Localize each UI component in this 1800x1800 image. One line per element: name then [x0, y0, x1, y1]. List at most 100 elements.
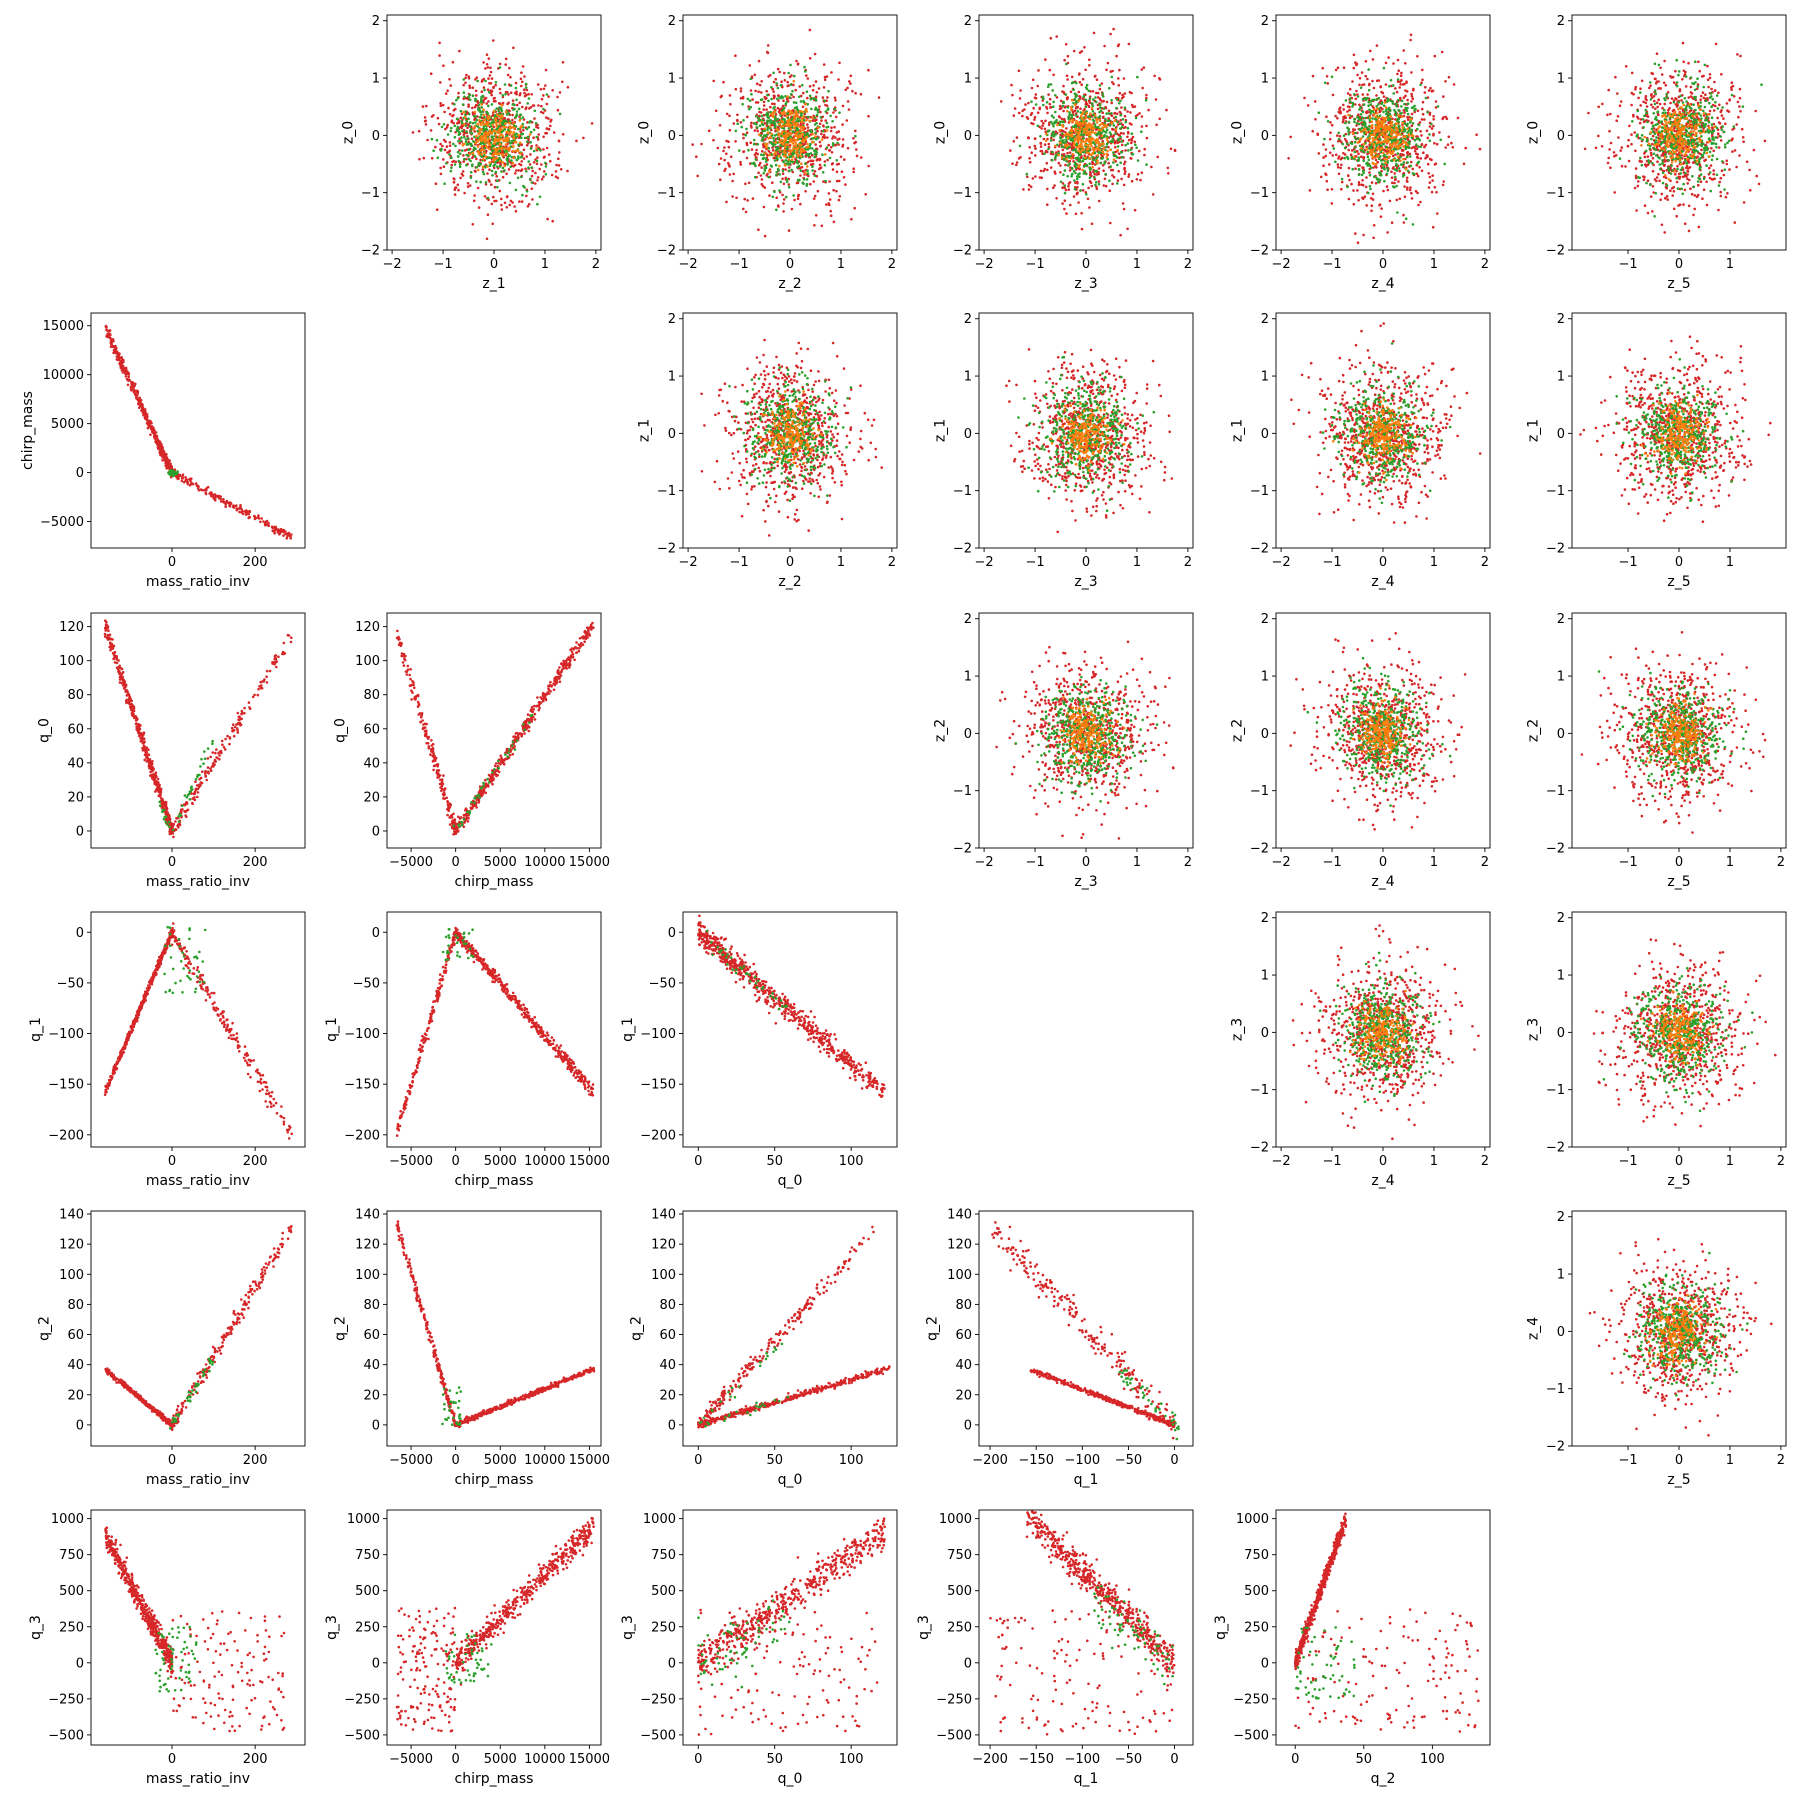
- data-point-orange: [1091, 131, 1094, 134]
- data-point-red: [806, 129, 810, 132]
- data-point-green: [480, 155, 484, 159]
- data-point-red: [1102, 99, 1105, 103]
- data-point-green: [1093, 123, 1097, 126]
- data-point-orange: [485, 131, 488, 135]
- data-point-green: [776, 167, 780, 171]
- data-point-red: [1444, 115, 1447, 119]
- data-point-green: [1063, 169, 1067, 172]
- data-point-orange: [1112, 158, 1116, 161]
- data-point-red: [1403, 195, 1407, 198]
- data-point-red: [830, 71, 833, 74]
- data-point-orange: [1098, 148, 1102, 152]
- data-point-red: [811, 159, 815, 163]
- data-point-red: [498, 62, 502, 66]
- data-point-red: [1369, 49, 1372, 53]
- data-point-red: [1097, 172, 1100, 176]
- data-point-red: [818, 122, 822, 126]
- data-point-green: [787, 169, 791, 173]
- data-point-red: [1410, 197, 1414, 200]
- data-point-red: [430, 115, 434, 118]
- data-point-green: [1347, 133, 1350, 136]
- data-point-green: [1081, 182, 1085, 186]
- data-point-green: [445, 162, 448, 165]
- data-point-green: [1065, 147, 1069, 150]
- data-point-red: [1048, 102, 1052, 106]
- data-point-red: [439, 142, 442, 146]
- data-point-red: [566, 169, 569, 173]
- data-point-green: [1096, 125, 1100, 129]
- data-point-green: [479, 180, 483, 184]
- data-point-red: [1428, 157, 1432, 161]
- data-point-green: [796, 128, 799, 132]
- data-point-red: [1336, 66, 1340, 69]
- data-point-green: [1065, 159, 1068, 163]
- data-point-green: [1103, 160, 1107, 164]
- data-point-orange: [814, 135, 817, 138]
- data-point-red: [1069, 203, 1072, 207]
- data-point-red: [1365, 111, 1368, 115]
- data-point-green: [1116, 182, 1119, 185]
- data-point-red: [818, 158, 821, 162]
- data-point-red: [522, 148, 526, 152]
- data-point-red: [554, 170, 558, 173]
- data-point-orange: [795, 138, 798, 142]
- data-point-green: [477, 103, 481, 107]
- data-point-red: [1026, 175, 1029, 179]
- data-point-green: [797, 164, 801, 168]
- data-point-red: [1428, 125, 1432, 128]
- data-point-green: [1115, 106, 1118, 110]
- data-point-red: [803, 142, 806, 146]
- data-point-green: [1119, 127, 1122, 130]
- data-point-red: [1398, 169, 1401, 173]
- data-point-green: [1072, 88, 1075, 91]
- data-point-orange: [1098, 142, 1101, 146]
- data-point-red: [1044, 130, 1048, 133]
- data-point-red: [766, 153, 769, 157]
- data-point-red: [1123, 162, 1126, 166]
- data-point-orange: [792, 147, 795, 150]
- data-point-green: [791, 153, 795, 156]
- data-point-red: [1012, 114, 1016, 117]
- data-point-green: [500, 170, 503, 173]
- data-point-orange: [512, 136, 516, 139]
- data-point-red: [1424, 143, 1428, 147]
- data-point-red: [1314, 118, 1317, 121]
- data-point-red: [1418, 121, 1422, 124]
- data-point-orange: [487, 147, 491, 151]
- data-point-green: [1099, 106, 1102, 109]
- data-point-orange: [801, 129, 805, 132]
- data-point-orange: [793, 126, 796, 130]
- data-point-green: [490, 169, 494, 173]
- data-point-green: [1049, 139, 1053, 142]
- data-point-red: [1116, 179, 1120, 182]
- data-point-red: [511, 99, 515, 102]
- data-point-green: [1129, 148, 1133, 151]
- data-point-green: [459, 152, 462, 155]
- data-point-orange: [1096, 154, 1100, 157]
- data-point-red: [1410, 146, 1414, 150]
- data-point-red: [530, 187, 534, 190]
- data-point-green: [738, 149, 741, 152]
- data-point-red: [1358, 164, 1361, 167]
- data-point-orange: [1068, 119, 1072, 123]
- data-point-red: [695, 155, 698, 158]
- data-point-orange: [1093, 139, 1097, 142]
- data-point-red: [818, 105, 821, 108]
- data-point-orange: [479, 123, 483, 127]
- data-point-red: [1154, 98, 1158, 101]
- data-point-red: [1028, 160, 1032, 164]
- data-point-green: [474, 121, 477, 124]
- data-point-green: [789, 135, 792, 138]
- data-point-red: [1431, 225, 1435, 229]
- data-point-green: [1145, 163, 1148, 166]
- data-point-green: [491, 138, 495, 142]
- data-point-red: [1028, 146, 1031, 149]
- data-point-orange: [808, 119, 811, 123]
- data-point-red: [511, 201, 514, 204]
- data-point-red: [1358, 83, 1361, 87]
- data-point-green: [483, 88, 486, 92]
- data-point-red: [1110, 101, 1113, 105]
- data-point-red: [824, 119, 827, 122]
- data-point-red: [1427, 172, 1430, 175]
- data-point-orange: [494, 134, 497, 137]
